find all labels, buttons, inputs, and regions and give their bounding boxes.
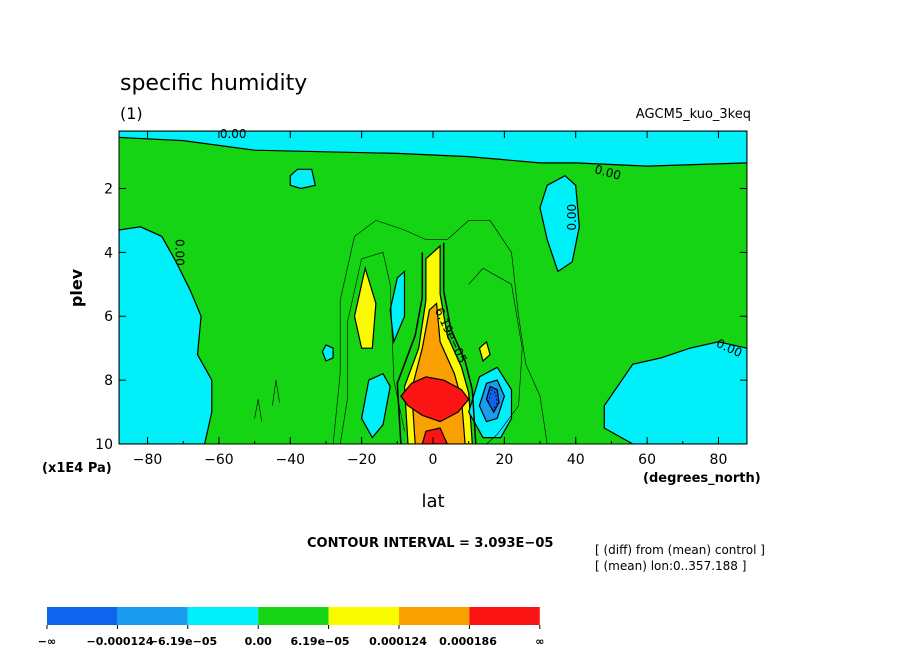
model-label: AGCM5_kuo_3keq [636, 107, 751, 122]
x-tick-label: −40 [275, 452, 305, 468]
thin-contour-2 [468, 267, 523, 444]
x-tick-label: 80 [710, 452, 728, 468]
contour-region-neg1-8 [289, 168, 317, 190]
contour-region-neg1-6 [119, 226, 213, 444]
x-tick-label: −20 [347, 452, 377, 468]
contour-region-pos1-4 [353, 265, 377, 349]
contour-region-neg1-7 [119, 131, 747, 167]
contour-region-neg1-12 [321, 344, 334, 362]
y-tick-label: 10 [95, 437, 113, 453]
legend-swatch-3 [258, 607, 329, 625]
legend-swatch-6 [469, 607, 540, 625]
y-tick-label: 8 [104, 373, 113, 389]
x-tick-label: 60 [638, 452, 656, 468]
thin-contour-0 [332, 220, 548, 444]
contour-label-1: 0.00 [593, 162, 622, 182]
legend-swatch-0 [47, 607, 118, 625]
x-tick-label: 20 [495, 452, 513, 468]
thin-contour-1 [339, 252, 405, 444]
note-mean-lon: [ (mean) lon:0..357.188 ] [595, 559, 746, 573]
x-tick-label: −80 [133, 452, 163, 468]
color-legend: −∞ −0.000124−6.19e−05 0.00 6.19e−05 0.000124… [38, 607, 544, 648]
contour-region-neg1-9 [539, 174, 580, 273]
legend-swatch-5 [399, 607, 470, 625]
y-axis-units: (x1E4 Pa) [42, 461, 112, 476]
legend-swatch-2 [187, 607, 259, 625]
contour-region-pos1-5 [478, 340, 491, 363]
contour-label-2: 0.00 [565, 204, 579, 231]
y-tick-label: 4 [104, 245, 113, 261]
axes: −80 −60 −40 −20 0 20 40 60 80 2 4 6 8 10 [95, 130, 748, 468]
chart-subtitle: (1) [120, 104, 143, 123]
contour-region-pos3-2 [400, 376, 470, 423]
thick-contour-0 [396, 252, 424, 444]
legend-label-7: ∞ [535, 635, 544, 648]
contour-region-neg3-16 [485, 385, 500, 414]
legend-swatch-4 [328, 607, 399, 625]
y-tick-label: 2 [104, 181, 113, 197]
legend-label-0: −∞ [38, 635, 56, 648]
legend-swatch-1 [117, 607, 188, 625]
thin-contour-3 [272, 380, 280, 406]
y-axis-label: plev [67, 268, 86, 307]
x-axis-units: (degrees_north) [643, 471, 761, 486]
thin-contour-4 [254, 399, 262, 422]
contour-region-pos3-3 [421, 427, 448, 444]
contour-label-0: 0.00 [220, 127, 247, 141]
x-tick-label: −60 [204, 452, 234, 468]
contour-region-neg1-13 [360, 372, 391, 439]
contour-region-neg1-11 [389, 270, 406, 345]
dashed-contour-0 [487, 388, 498, 410]
legend-label-3: 0.00 [245, 635, 272, 648]
note-diff: [ (diff) from (mean) control ] [595, 543, 765, 557]
legend-label-1: −0.000124 [87, 635, 154, 648]
y-tick-label: 6 [104, 309, 113, 325]
contour-interval: CONTOUR INTERVAL = 3.093E−05 [307, 536, 553, 551]
legend-label-6: 0.000186 [439, 635, 497, 648]
x-tick-label: 0 [429, 452, 438, 468]
plot-area [119, 131, 747, 444]
legend-label-2: −6.19e−05 [149, 635, 217, 648]
x-axis-label: lat [421, 491, 444, 512]
contour-region-neg1-10 [603, 341, 747, 444]
legend-label-5: 0.000124 [369, 635, 427, 648]
thick-contour-1 [442, 242, 477, 444]
chart-title: specific humidity [120, 71, 307, 96]
legend-label-4: 6.19e−05 [290, 635, 349, 648]
x-tick-label: 40 [567, 452, 585, 468]
contour-label-3: 0.00 [173, 239, 187, 266]
